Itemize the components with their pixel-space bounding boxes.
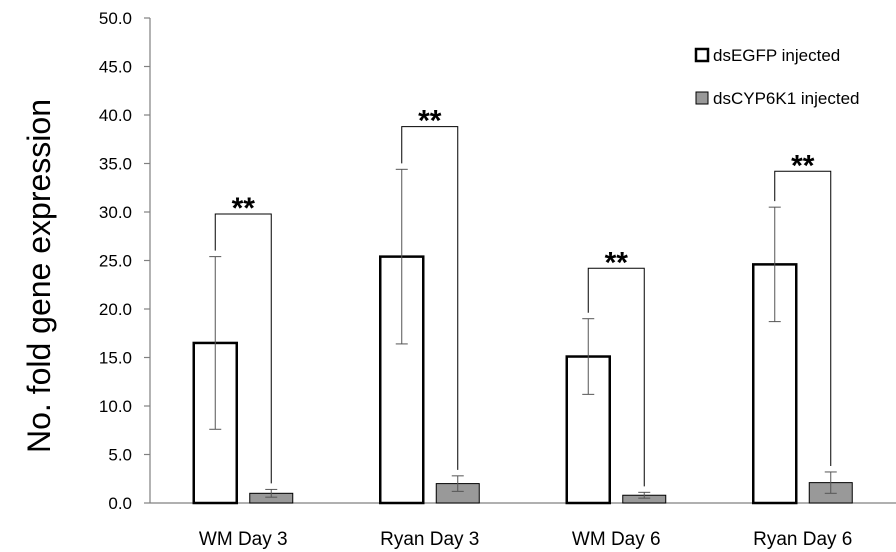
significance-bracket	[214, 213, 272, 484]
category-label: Ryan Day 6	[753, 529, 852, 550]
category-label: WM Day 3	[199, 529, 288, 550]
category-label: Ryan Day 3	[380, 529, 479, 550]
y-tick-label: 45.0	[99, 58, 132, 77]
y-tick-label: 5.0	[108, 446, 132, 465]
y-tick-label: 30.0	[99, 203, 132, 222]
significance-bracket	[587, 267, 645, 487]
bars	[192, 255, 853, 505]
legend-swatch	[695, 91, 709, 105]
y-tick-label: 35.0	[99, 155, 132, 174]
legend-label: dsEGFP injected	[713, 46, 840, 65]
y-axis-title: No. fold gene expression	[21, 99, 57, 453]
significance-label: **	[232, 192, 256, 225]
legend-swatch	[694, 47, 710, 63]
y-tick-label: 50.0	[99, 9, 132, 28]
significance-label: **	[418, 105, 442, 138]
category-labels: WM Day 3 Ryan Day 3 WM Day 6 Ryan Day 6	[199, 529, 852, 550]
legend: dsEGFP injected dsCYP6K1 injected	[694, 46, 859, 108]
significance-bracket	[774, 170, 832, 466]
y-ticks: 0.0 5.0 10.0 15.0 20.0 25.0 30.0 35.0 40.0 45.0 50…	[99, 9, 150, 513]
y-tick-label: 25.0	[99, 252, 132, 271]
significance-label: **	[605, 246, 629, 279]
error-bars	[209, 168, 837, 499]
y-tick-label: 20.0	[99, 300, 132, 319]
legend-label: dsCYP6K1 injected	[713, 89, 859, 108]
significance-bracket	[401, 126, 459, 470]
category-label: WM Day 6	[572, 529, 661, 550]
significance-brackets: ** ** ** **	[214, 105, 832, 487]
y-tick-label: 10.0	[99, 397, 132, 416]
y-tick-label: 15.0	[99, 349, 132, 368]
y-tick-label: 40.0	[99, 106, 132, 125]
y-axis-label: No. fold gene expression	[21, 99, 57, 453]
y-tick-label: 0.0	[108, 494, 132, 513]
significance-label: **	[791, 149, 815, 182]
